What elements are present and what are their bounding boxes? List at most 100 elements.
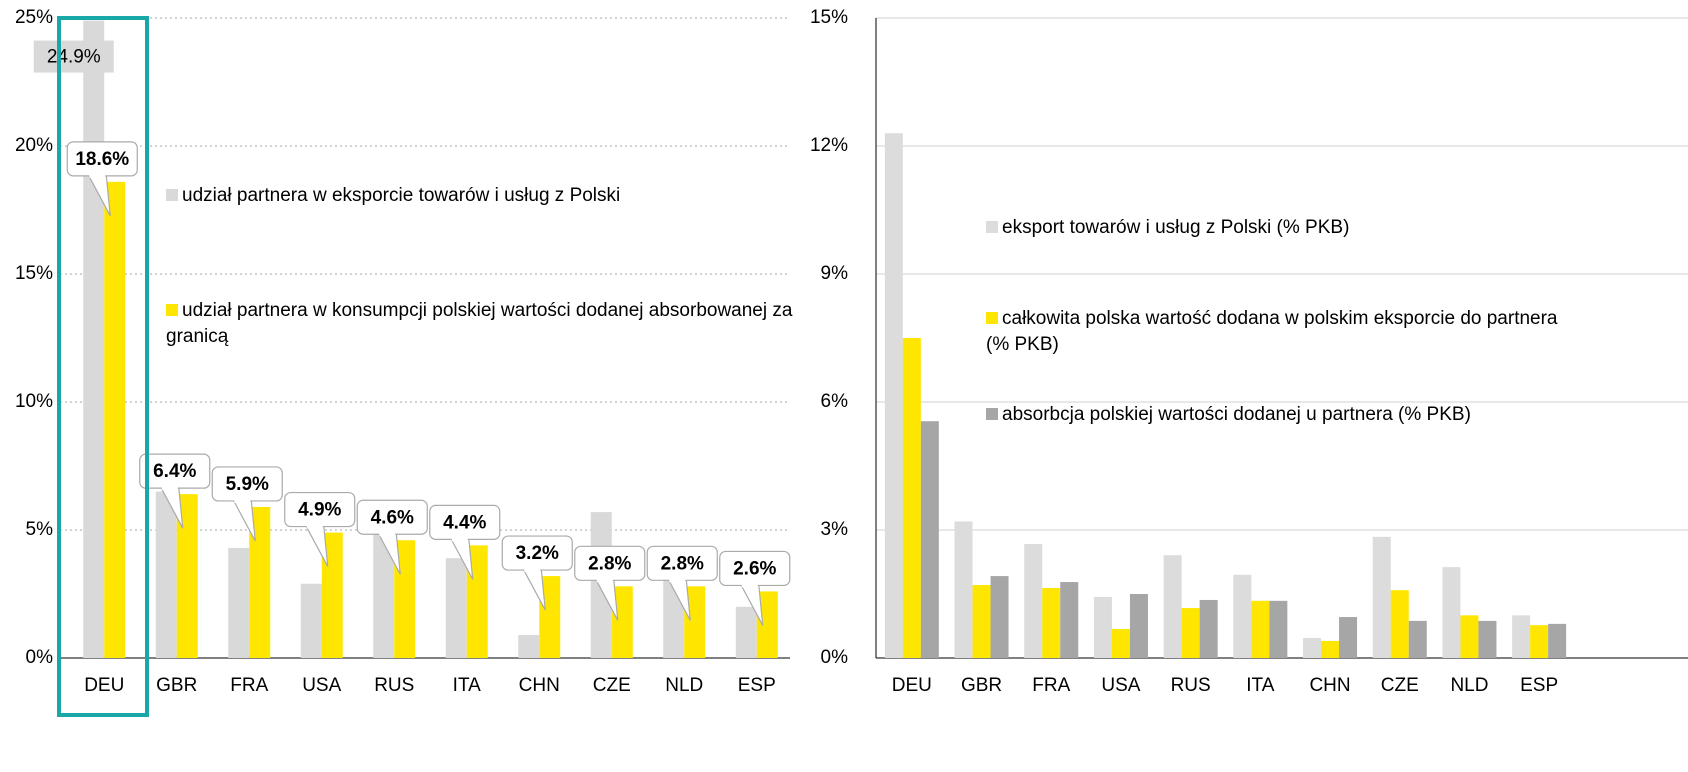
y-tick-label: 10% (15, 391, 53, 412)
bar (249, 506, 271, 658)
y-tick-label: 5% (26, 519, 54, 540)
value-label-box (33, 40, 114, 73)
callout-cover (234, 498, 251, 503)
bar (518, 634, 540, 658)
y-tick-label: 25% (15, 7, 53, 28)
legend-label: udział partnera w konsumpcji polskiej wa… (166, 300, 793, 347)
callout-pointer (595, 579, 619, 621)
callout-cover (524, 568, 541, 573)
bar (902, 338, 921, 658)
legend-swatch (986, 312, 998, 324)
x-tick-label: ITA (1246, 675, 1274, 696)
x-tick-label: CZE (593, 675, 631, 696)
callout-cover (161, 486, 178, 491)
legend-item: udział partnera w konsumpcji polskiej wa… (166, 298, 796, 350)
callout-pointer (377, 532, 401, 575)
y-tick-label: 15% (15, 263, 53, 284)
bar (756, 591, 778, 658)
x-tick-label: FRA (1032, 675, 1070, 696)
x-tick-label: RUS (374, 675, 414, 696)
value-label: 5.9% (226, 474, 269, 495)
bar (1372, 536, 1391, 658)
value-label: 3.2% (516, 543, 559, 564)
x-tick-label: NLD (665, 675, 703, 696)
bar (1442, 567, 1461, 658)
bar (1321, 640, 1340, 658)
x-tick-label: NLD (1450, 675, 1488, 696)
bar (104, 181, 126, 658)
x-tick-label: ESP (738, 675, 776, 696)
y-tick-label: 15% (810, 7, 848, 28)
callout-cover (596, 578, 613, 583)
y-tick-label: 12% (810, 135, 848, 156)
y-tick-label: 6% (821, 391, 849, 412)
x-tick-label: DEU (892, 675, 932, 696)
callout-cover (306, 524, 323, 529)
x-tick-label: GBR (961, 675, 1002, 696)
bar (1530, 625, 1549, 658)
x-tick-label: ESP (1520, 675, 1558, 696)
bar (1478, 620, 1497, 658)
callout-pointer (740, 584, 764, 626)
callout-cover (451, 537, 468, 542)
bar (735, 606, 757, 658)
value-label: 4.9% (298, 500, 341, 521)
bar (972, 585, 991, 658)
y-tick-label: 9% (821, 263, 849, 284)
legend-swatch (986, 221, 998, 233)
x-tick-label: CZE (1381, 675, 1419, 696)
value-label: 2.8% (588, 553, 631, 574)
bar (1024, 544, 1043, 658)
legend-swatch (986, 408, 998, 420)
bar (155, 491, 177, 658)
value-label: 24.9% (47, 47, 101, 68)
bar (445, 558, 467, 658)
x-tick-label: CHN (519, 675, 560, 696)
legend-label: absorbcja polskiej wartości dodanej u pa… (1002, 404, 1471, 425)
bar (1303, 637, 1322, 658)
bar (1339, 617, 1358, 658)
x-tick-label: DEU (84, 675, 124, 696)
bar (1251, 600, 1270, 658)
value-label: 18.6% (75, 149, 129, 170)
x-tick-label: GBR (156, 675, 197, 696)
bar (1548, 623, 1567, 658)
bar (1512, 615, 1531, 658)
bar (1042, 588, 1061, 658)
bar (1060, 582, 1079, 658)
bar (1111, 628, 1130, 658)
x-tick-label: RUS (1171, 675, 1211, 696)
callout-pointer (667, 579, 691, 621)
bar (176, 494, 198, 658)
x-tick-label: USA (1101, 675, 1140, 696)
bar (1233, 574, 1252, 658)
bar (684, 586, 706, 658)
callout-pointer (87, 174, 111, 217)
callout-pointer (160, 486, 184, 529)
legend-label: całkowita polska wartość dodana w polski… (986, 308, 1558, 355)
bar (1129, 594, 1148, 658)
legend-label: eksport towarów i usług z Polski (% PKB) (1002, 217, 1350, 238)
callout-cover (379, 532, 396, 537)
callout-cover (741, 583, 758, 588)
callout-pointer (232, 499, 256, 542)
y-tick-label: 0% (821, 647, 849, 668)
bar (1390, 590, 1409, 658)
legend-item: absorbcja polskiej wartości dodanej u pa… (986, 402, 1586, 428)
value-label: 6.4% (153, 461, 196, 482)
bar (1408, 620, 1427, 658)
bar (1181, 608, 1200, 658)
value-label: 2.8% (661, 553, 704, 574)
legend-swatch (166, 189, 178, 201)
highlight-box (57, 16, 149, 717)
legend-label: udział partnera w eksporcie towarów i us… (182, 185, 621, 206)
value-label: 2.6% (733, 558, 776, 579)
bar (373, 532, 395, 658)
bar (228, 547, 250, 658)
bar (954, 521, 973, 658)
bar (300, 583, 322, 658)
legend-item: całkowita polska wartość dodana w polski… (986, 306, 1576, 358)
legend-item: eksport towarów i usług z Polski (% PKB) (986, 215, 1586, 241)
